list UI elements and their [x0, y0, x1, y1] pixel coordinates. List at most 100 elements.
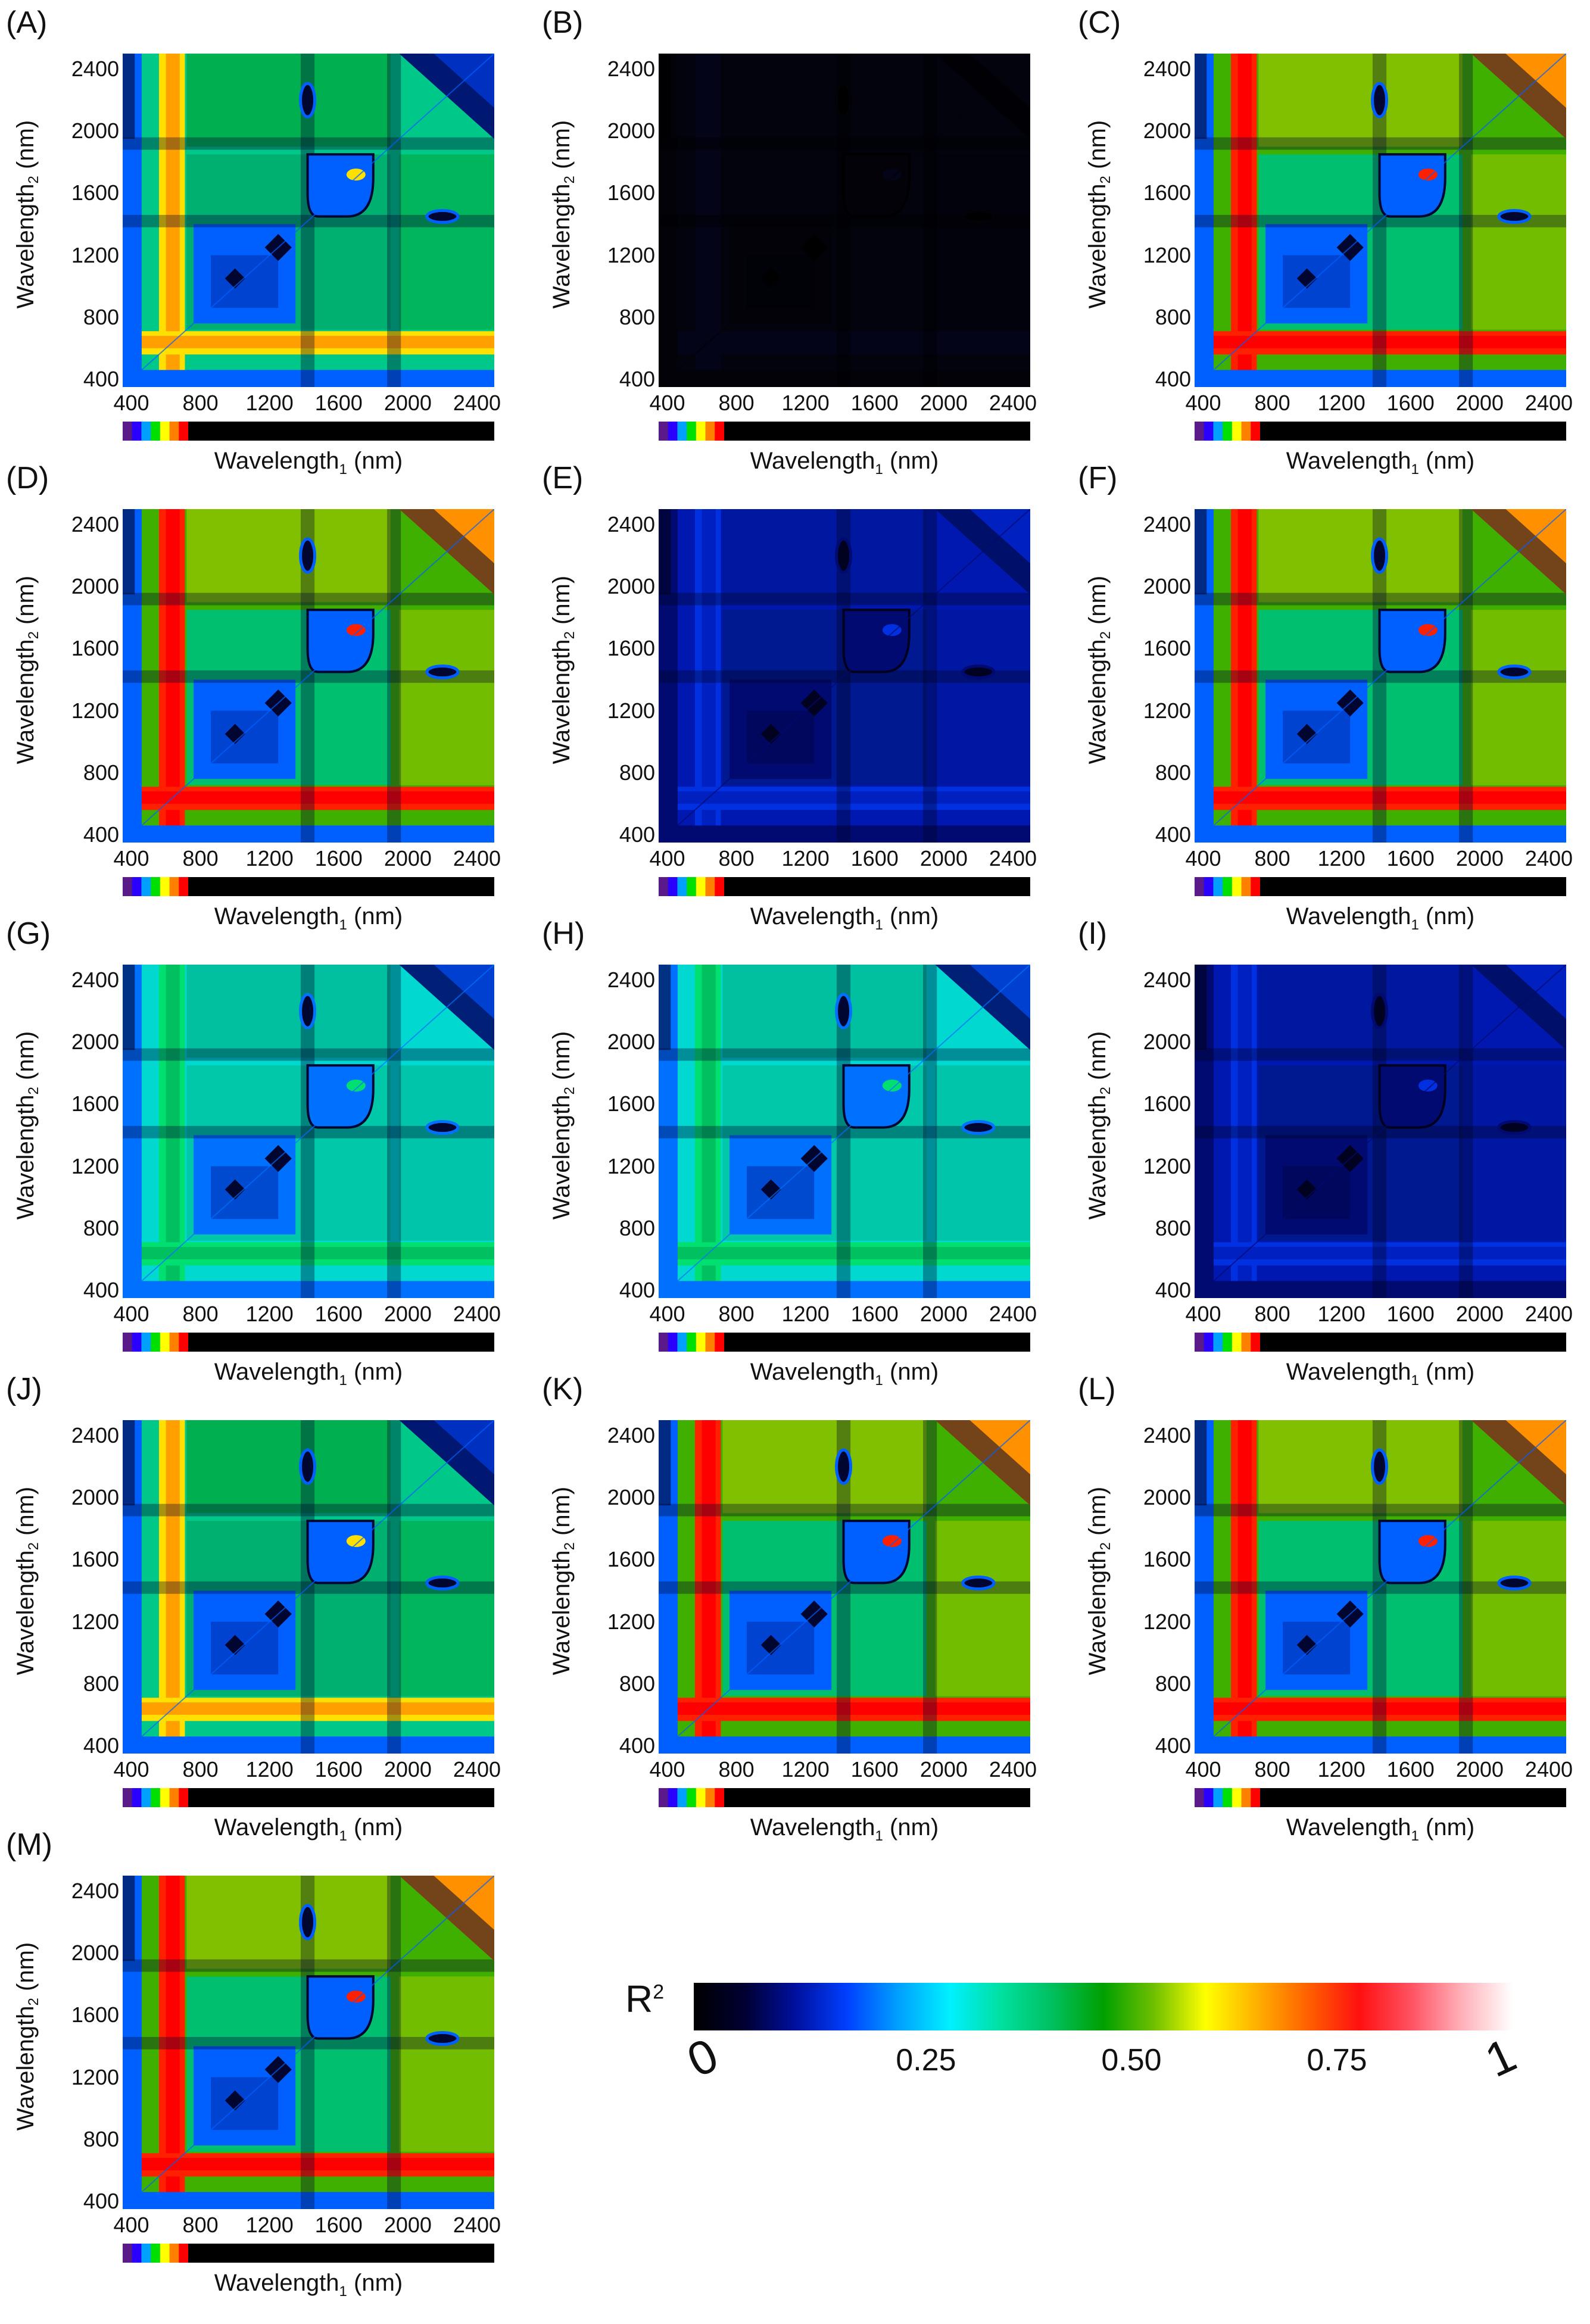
heatmap-diagonal: [659, 509, 1030, 843]
y-tick-label: 1200: [71, 1609, 119, 1634]
x-tick-label: 400: [649, 391, 685, 415]
x-axis-label-unit: (nm): [883, 903, 939, 929]
spectrum-band: [1204, 1788, 1214, 1807]
spectrum-band: [123, 422, 133, 441]
y-axis-label-main: Wavelength: [13, 183, 39, 308]
colorbar-tick: 0.75: [1307, 2043, 1367, 2077]
heatmap-region: [186, 1420, 391, 1514]
y-tick-label: 800: [83, 1215, 119, 1240]
heatmap-edge: [659, 1281, 1030, 1298]
spectrum-band-ir: [1260, 422, 1566, 441]
spectrum-band: [151, 422, 161, 441]
y-axis-label-unit: (nm): [1084, 120, 1111, 176]
y-tick-label: 2000: [1143, 574, 1191, 599]
y-tick-label: 2400: [71, 1879, 119, 1904]
x-tick-label: 1200: [1317, 1302, 1365, 1326]
y-tick-label: 400: [83, 2188, 119, 2213]
heatmap-strip: [1195, 592, 1566, 606]
x-axis-label-unit: (nm): [1418, 448, 1475, 474]
heatmap-edge: [1195, 825, 1566, 843]
heatmap: [1195, 509, 1566, 843]
y-axis-label-sub: 2: [562, 631, 578, 639]
heatmap-edge: [123, 370, 494, 387]
heatmap-spot: [346, 169, 366, 181]
heatmap-ellipse: [1497, 208, 1532, 224]
spectrum-band: [169, 877, 179, 896]
colorbar-tick: 0.25: [896, 2043, 956, 2077]
x-axis-label-main: Wavelength: [1286, 1359, 1411, 1385]
heatmap-low-block: [747, 255, 815, 308]
spectrum-band: [179, 1333, 189, 1352]
x-axis-label-unit: (nm): [347, 1359, 403, 1385]
heatmap-ellipse: [425, 208, 460, 224]
x-axis-label-main: Wavelength: [1286, 448, 1411, 474]
y-axis-label: Wavelength2 (nm): [542, 1432, 584, 1730]
spectrum-band: [1241, 1788, 1251, 1807]
x-tick-label: 2000: [919, 391, 968, 415]
x-ticks: 400 800 1200 1600 2000 2400: [1185, 846, 1573, 872]
y-tick-label: 400: [1155, 1277, 1191, 1302]
y-axis-label-sub: 2: [1098, 1542, 1114, 1550]
heatmap-loop: [306, 153, 375, 218]
heatmap: [1195, 965, 1566, 1298]
heatmap-ellipse: [835, 537, 853, 574]
heatmap-band: [1237, 509, 1252, 843]
y-axis-label-text: Wavelength2 (nm): [1084, 1487, 1114, 1675]
x-tick-label: 2400: [989, 846, 1037, 871]
y-axis-label: Wavelength2 (nm): [542, 65, 584, 363]
heatmap: [123, 1876, 494, 2209]
spectrum-band: [169, 1788, 179, 1807]
heatmap-loop: [306, 1064, 375, 1129]
x-tick-label: 1600: [1386, 1757, 1435, 1782]
x-tick-label: 1600: [850, 1757, 899, 1782]
y-axis-label-unit: (nm): [13, 1487, 39, 1542]
heatmap-band: [702, 509, 716, 843]
x-ticks: 400 800 1200 1600 2000 2400: [1185, 1757, 1573, 1783]
x-tick-label: 2000: [919, 846, 968, 871]
x-tick-label: 800: [182, 1302, 219, 1326]
y-axis-label-main: Wavelength: [13, 2005, 39, 2130]
heatmap-region: [722, 965, 927, 1058]
heatmap-ellipse: [299, 537, 317, 574]
spectrum-band: [1251, 877, 1261, 896]
x-axis-label-main: Wavelength: [750, 1814, 875, 1841]
heatmap-loop: [306, 1520, 375, 1584]
spectrum-band-ir: [1260, 1788, 1566, 1807]
heatmap-ellipse: [425, 1119, 460, 1135]
spectrum-band: [160, 422, 170, 441]
spectrum-band-ir: [188, 1788, 494, 1807]
heatmap-band: [166, 509, 180, 843]
y-ticks: 2400 2000 1600 1200 800 400: [66, 54, 119, 391]
heatmap-band: [1237, 54, 1252, 387]
panel: (C) Wavelength2 (nm) 2400 2000 1600 1200 800 40…: [1072, 0, 1584, 478]
spectrum-band: [668, 1788, 678, 1807]
heatmap-diagonal: [1195, 54, 1566, 387]
x-tick-label: 1200: [781, 391, 830, 415]
heatmap-spot: [882, 1080, 902, 1092]
y-tick-label: 800: [619, 1215, 655, 1240]
spectrum-band: [659, 1333, 669, 1352]
panel-letter: (C): [1078, 5, 1121, 40]
y-axis-label-unit: (nm): [1084, 1031, 1111, 1087]
y-axis-label: Wavelength2 (nm): [1078, 977, 1120, 1274]
heatmap-strip: [1195, 137, 1566, 150]
x-axis-label-unit: (nm): [347, 903, 403, 929]
y-ticks: 2400 2000 1600 1200 800 400: [601, 509, 655, 847]
y-axis-label: Wavelength2 (nm): [6, 1432, 48, 1730]
x-axis-label-unit: (nm): [347, 1814, 403, 1841]
spectrum-bar: [123, 422, 494, 441]
y-tick-label: 400: [1155, 822, 1191, 847]
y-axis-label-text: Wavelength2 (nm): [548, 576, 578, 764]
y-axis-label-main: Wavelength: [13, 1094, 39, 1219]
y-tick-label: 2000: [1143, 1485, 1191, 1510]
heatmap-ellipse: [425, 664, 460, 679]
heatmap-spot: [882, 624, 902, 637]
x-tick-label: 800: [182, 2213, 219, 2237]
panel-letter: (B): [542, 5, 584, 40]
heatmap-spot: [882, 1535, 902, 1548]
spectrum-band: [1195, 877, 1205, 896]
panel-letter: (D): [6, 461, 49, 495]
spectrum-band-ir: [724, 422, 1030, 441]
heatmap-strip: [387, 1876, 401, 2209]
heatmap-loop: [842, 609, 911, 673]
